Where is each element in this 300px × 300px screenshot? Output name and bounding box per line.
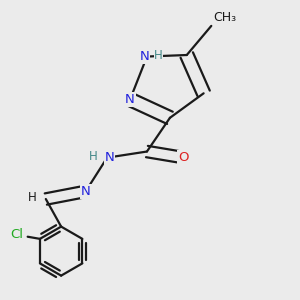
Text: CH₃: CH₃ xyxy=(213,11,236,24)
Text: N: N xyxy=(81,185,91,198)
Text: N: N xyxy=(125,93,135,106)
Text: N: N xyxy=(140,50,149,63)
Text: H: H xyxy=(154,49,163,62)
Text: N: N xyxy=(105,151,114,164)
Text: H: H xyxy=(89,150,98,163)
Text: Cl: Cl xyxy=(11,228,23,241)
Text: H: H xyxy=(28,191,36,204)
Text: O: O xyxy=(178,151,189,164)
